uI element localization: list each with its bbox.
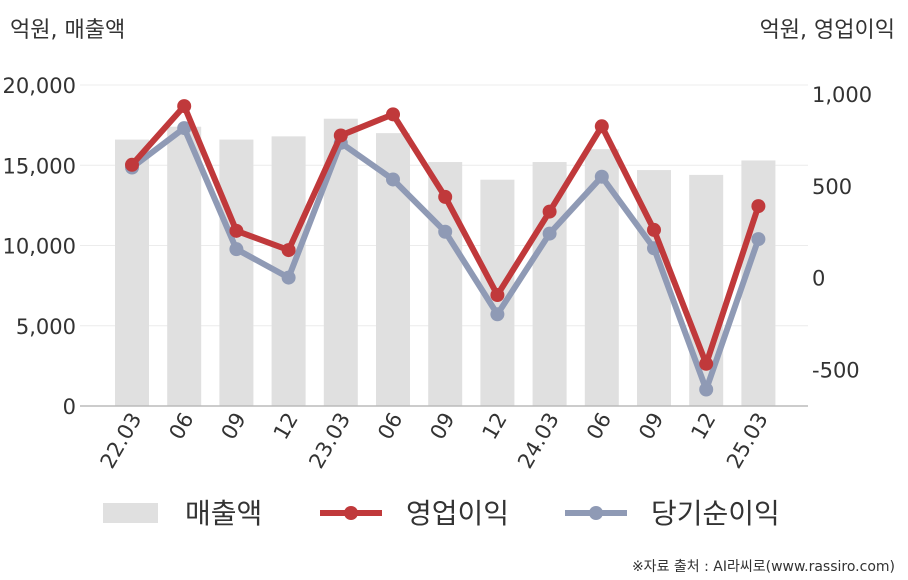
bar-series	[115, 118, 776, 407]
bar-sales	[741, 160, 776, 406]
right-axis-ticks: -500 0 500 1,000	[812, 83, 872, 382]
point-operating-profit	[177, 99, 192, 114]
point-net-income	[438, 224, 453, 239]
point-operating-profit	[699, 356, 714, 371]
left-tick-label: 20,000	[3, 74, 76, 98]
x-tick-label: 25.03	[722, 409, 773, 473]
legend-label: 영업이익	[406, 497, 509, 530]
bar-sales	[219, 139, 254, 406]
point-operating-profit	[438, 189, 453, 204]
bar-sales	[689, 174, 724, 406]
x-tick-label: 06	[373, 409, 407, 444]
point-net-income	[177, 121, 192, 136]
legend-swatch-point	[344, 506, 358, 520]
left-tick-label: 5,000	[16, 315, 76, 339]
x-tick-label: 06	[164, 409, 198, 444]
x-tick-label: 24.03	[513, 409, 564, 473]
bar-sales	[532, 162, 567, 406]
left-axis-unit-label: 억원, 매출액	[10, 18, 125, 43]
x-tick-label: 09	[217, 409, 251, 444]
right-tick-label: 0	[812, 267, 825, 291]
right-tick-label: 500	[812, 175, 852, 199]
line-series	[125, 99, 766, 397]
point-operating-profit	[647, 222, 661, 237]
point-net-income	[229, 242, 244, 257]
x-tick-label: 12	[269, 409, 303, 444]
x-tick-label: 09	[425, 409, 459, 444]
legend: 매출액 영업이익 당기순이익	[103, 497, 780, 530]
x-tick-label: 09	[634, 409, 668, 444]
bar-sales	[167, 126, 202, 406]
x-tick-label: 23.03	[304, 409, 355, 473]
point-operating-profit	[542, 204, 557, 219]
point-operating-profit	[594, 119, 609, 134]
right-axis-unit-label: 억원, 영업이익	[760, 18, 895, 43]
point-net-income	[594, 169, 609, 184]
point-operating-profit	[386, 107, 400, 122]
right-tick-label: -500	[812, 358, 860, 382]
legend-swatch-point	[589, 506, 603, 520]
x-tick-label: 12	[478, 409, 512, 444]
point-net-income	[542, 226, 557, 241]
point-operating-profit	[229, 223, 244, 238]
source-label: ※자료 출처 : AI라씨로(www.rassiro.com)	[632, 559, 895, 575]
point-operating-profit	[751, 199, 766, 214]
point-net-income	[490, 307, 505, 322]
left-axis-ticks: 0 5,000 10,000 15,000 20,000	[3, 74, 76, 419]
x-tick-label: 06	[582, 409, 616, 444]
bar-sales	[115, 139, 149, 406]
x-tick-label: 22.03	[95, 409, 146, 473]
left-tick-label: 15,000	[3, 154, 76, 178]
legend-label: 당기순이익	[651, 497, 780, 530]
right-tick-label: 1,000	[812, 83, 872, 107]
left-tick-label: 10,000	[3, 235, 76, 259]
point-net-income	[699, 382, 714, 397]
point-operating-profit	[281, 243, 296, 258]
point-net-income	[751, 232, 766, 247]
point-operating-profit	[490, 288, 505, 303]
x-tick-label: 12	[686, 409, 720, 444]
point-net-income	[386, 172, 400, 187]
legend-swatch-bar	[103, 503, 158, 523]
left-tick-label: 0	[63, 395, 76, 419]
point-operating-profit	[125, 157, 139, 172]
point-operating-profit	[333, 128, 348, 143]
x-axis-ticks: 22.03 06 09 12 23.03 06 09 12 24.03 06 09 12 25.03	[95, 409, 772, 473]
point-net-income	[281, 270, 296, 285]
legend-label: 매출액	[185, 497, 262, 530]
